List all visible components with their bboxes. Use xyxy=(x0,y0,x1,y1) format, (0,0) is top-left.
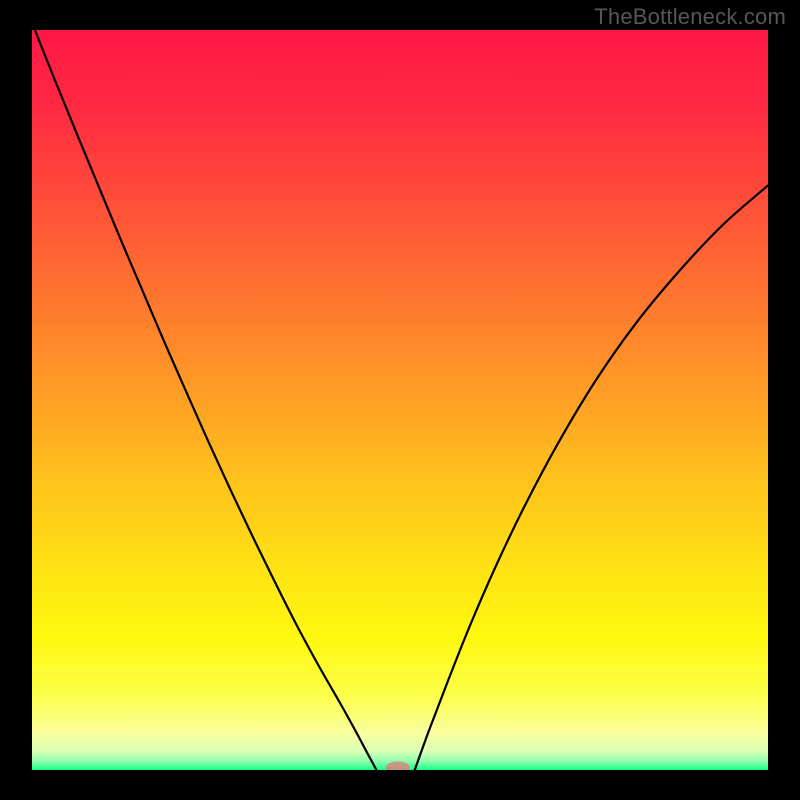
bottleneck-plot xyxy=(32,30,768,770)
watermark-text: TheBottleneck.com xyxy=(594,4,786,30)
plot-background xyxy=(32,30,768,770)
chart-container: TheBottleneck.com xyxy=(0,0,800,800)
